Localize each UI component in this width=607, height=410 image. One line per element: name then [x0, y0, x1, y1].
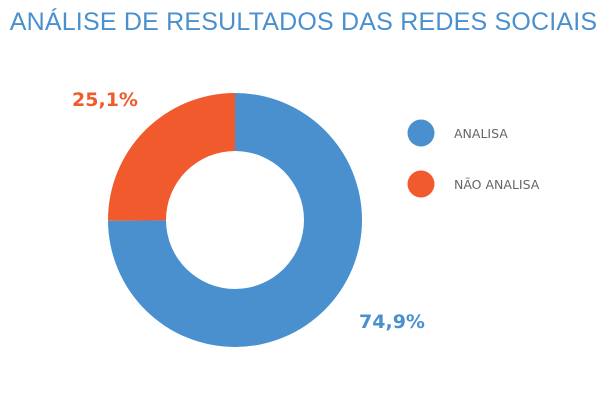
chart-title: ANÁLISE DE RESULTADOS DAS REDES SOCIAIS: [9, 8, 598, 36]
slice-nao-analisa: [108, 93, 235, 221]
legend-marker-nao-analisa: [407, 170, 435, 198]
legend-marker-analisa: [407, 119, 435, 147]
slice-analisa: [108, 93, 363, 347]
slices-group: [108, 93, 363, 347]
legend-label-analisa: ANALISA: [454, 126, 508, 141]
legend: ANALISA NÃO ANALISA: [407, 119, 540, 198]
legend-label-nao-analisa: NÃO ANALISA: [454, 177, 540, 192]
data-label-nao-analisa: 25,1%: [72, 89, 138, 111]
data-label-analisa: 74,9%: [359, 311, 425, 333]
